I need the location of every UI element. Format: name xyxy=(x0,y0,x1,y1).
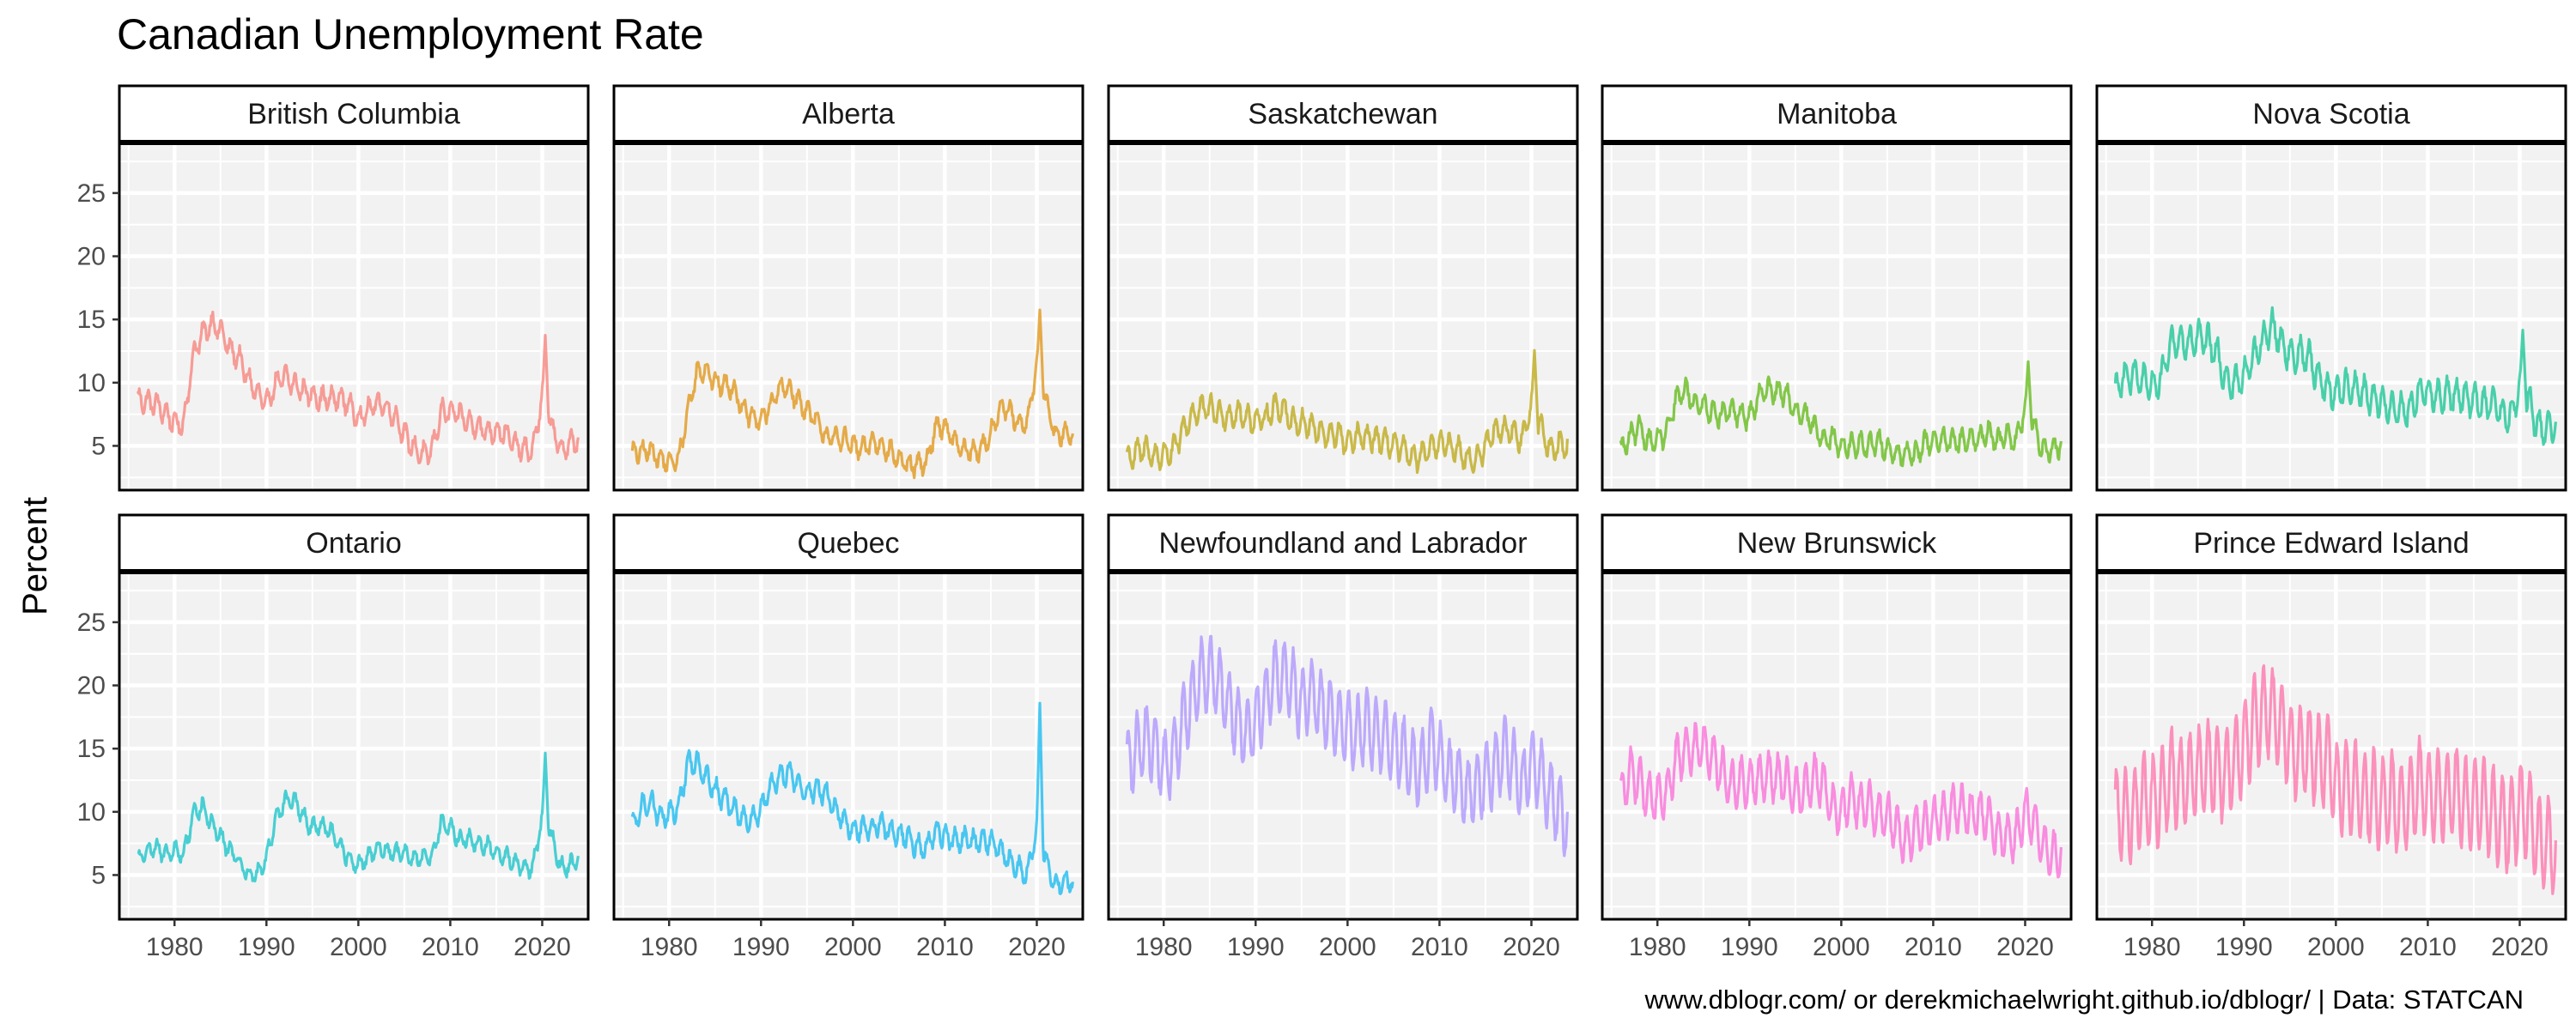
series-line xyxy=(1125,634,1569,857)
x-tick-label: 1980 xyxy=(146,933,204,961)
y-tick-label: 25 xyxy=(77,609,106,637)
x-tick-label: 2000 xyxy=(1319,933,1376,961)
facet-strip xyxy=(2095,84,2567,144)
facet-strip xyxy=(1107,513,1579,573)
facet-strip-label: British Columbia xyxy=(247,98,460,130)
series-line xyxy=(630,308,1074,480)
x-tick-label: 1980 xyxy=(1135,933,1193,961)
facet-strip-label: Saskatchewan xyxy=(1248,98,1437,130)
x-tick-label: 2020 xyxy=(1008,933,1066,961)
facet-strip xyxy=(118,513,590,573)
series-line xyxy=(2113,306,2557,446)
panel-background xyxy=(2097,142,2566,490)
panel-background xyxy=(119,142,588,490)
facet-strip xyxy=(612,513,1084,573)
x-tick-label: 2020 xyxy=(2491,933,2549,961)
facet-panel: Ontario 5 10 15 20 25 1980 1990 2000 2010 2020 xyxy=(77,513,590,961)
x-tick-label: 2010 xyxy=(1411,933,1468,961)
y-tick-label: 5 xyxy=(91,861,106,889)
facet-strip-label: Quebec xyxy=(797,527,899,560)
series-line xyxy=(1619,360,2063,468)
x-tick-label: 2000 xyxy=(2307,933,2365,961)
x-tick-label: 2010 xyxy=(422,933,479,961)
series-line xyxy=(1619,722,2063,879)
facet-panel: Manitoba xyxy=(1601,84,2073,492)
y-axis-label: Percent xyxy=(16,497,54,615)
panel-background xyxy=(2097,572,2566,919)
y-tick-label: 10 xyxy=(77,798,106,827)
facet-panel: Alberta xyxy=(612,84,1084,492)
facet-strip xyxy=(612,84,1084,144)
facet-panel: Prince Edward Island 1980 1990 2000 2010 2020 xyxy=(2095,513,2567,961)
x-tick-label: 2020 xyxy=(1503,933,1560,961)
facet-strip-label: Manitoba xyxy=(1777,98,1897,130)
facet-strip-label: Nova Scotia xyxy=(2252,98,2409,130)
x-tick-label: 2000 xyxy=(824,933,882,961)
y-tick-label: 25 xyxy=(77,179,106,208)
y-tick-label: 15 xyxy=(77,306,106,334)
y-tick-label: 20 xyxy=(77,672,106,700)
x-tick-label: 2010 xyxy=(1905,933,1962,961)
series-line xyxy=(1125,348,1569,475)
facet-strip-label: Prince Edward Island xyxy=(2193,527,2469,560)
series-line xyxy=(136,310,580,466)
x-tick-label: 1980 xyxy=(641,933,698,961)
facet-panel: Saskatchewan xyxy=(1107,84,1579,492)
panel-background xyxy=(1602,142,2071,490)
chart-title: Canadian Unemployment Rate xyxy=(117,10,704,58)
x-tick-label: 2010 xyxy=(916,933,974,961)
x-tick-label: 2020 xyxy=(1996,933,2054,961)
x-tick-label: 2010 xyxy=(2399,933,2457,961)
facet-panel: New Brunswick 1980 1990 2000 2010 2020 xyxy=(1601,513,2073,961)
x-tick-label: 1990 xyxy=(1721,933,1778,961)
chart-caption: www.dblogr.com/ or derekmichaelwright.gi… xyxy=(1644,985,2524,1015)
y-tick-label: 15 xyxy=(77,735,106,763)
y-tick-label: 5 xyxy=(91,432,106,460)
facet-strip-label: Newfoundland and Labrador xyxy=(1158,527,1527,560)
series-line xyxy=(137,751,580,883)
series-line xyxy=(2113,663,2557,895)
x-tick-label: 1990 xyxy=(1227,933,1285,961)
x-tick-label: 2020 xyxy=(513,933,571,961)
facet-panel: British Columbia 5 10 15 20 25 xyxy=(77,84,590,492)
x-tick-label: 1980 xyxy=(1629,933,1686,961)
series-line xyxy=(630,701,1074,895)
facet-panels: British Columbia 5 10 15 20 25 Alberta Saskatch… xyxy=(77,84,2567,961)
x-tick-label: 1990 xyxy=(2215,933,2273,961)
x-tick-label: 1990 xyxy=(238,933,295,961)
x-tick-label: 2000 xyxy=(1813,933,1870,961)
x-tick-label: 1980 xyxy=(2123,933,2181,961)
facet-strip-label: Alberta xyxy=(802,98,895,130)
x-tick-label: 2000 xyxy=(330,933,387,961)
facet-strip xyxy=(1107,84,1579,144)
facet-panel: Newfoundland and Labrador 1980 1990 2000 201… xyxy=(1107,513,1579,961)
facet-panel: Quebec 1980 1990 2000 2010 2020 xyxy=(612,513,1084,961)
facet-panel: Nova Scotia xyxy=(2095,84,2567,492)
facet-strip xyxy=(1601,513,2073,573)
x-tick-label: 1990 xyxy=(732,933,790,961)
facet-strip-label: Ontario xyxy=(306,527,402,560)
y-tick-label: 20 xyxy=(77,243,106,271)
panel-background xyxy=(614,142,1083,490)
facet-strip-label: New Brunswick xyxy=(1737,527,1937,560)
y-tick-label: 10 xyxy=(77,369,106,397)
panel-background xyxy=(1602,572,2071,919)
facet-strip xyxy=(118,84,590,144)
